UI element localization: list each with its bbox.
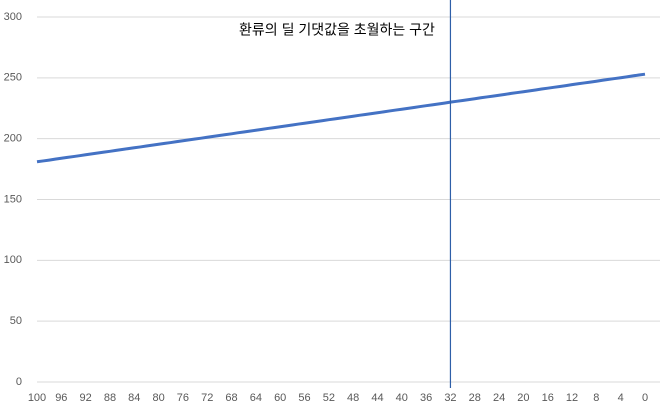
x-tick-label: 52 [323, 392, 335, 404]
x-tick-label: 16 [542, 392, 554, 404]
x-tick-label: 32 [444, 392, 456, 404]
x-tick-label: 8 [593, 392, 599, 404]
y-tick-label: 300 [4, 11, 22, 23]
data-line [36, 72, 646, 164]
x-tick-label: 24 [493, 392, 505, 404]
x-tick-label: 84 [128, 392, 140, 404]
x-tick-label: 4 [618, 392, 624, 404]
x-tick-label: 100 [28, 392, 46, 404]
x-tick-label: 92 [80, 392, 92, 404]
x-tick-label: 40 [396, 392, 408, 404]
x-tick-label: 44 [371, 392, 383, 404]
y-tick-label: 250 [4, 72, 22, 84]
x-tick-label: 12 [566, 392, 578, 404]
x-tick-label: 56 [298, 392, 310, 404]
annotation: 환류의 딜 기댓값을 초월하는 구간 [239, 22, 435, 38]
y-tick-label: 150 [4, 193, 22, 205]
x-tick-label: 96 [55, 392, 67, 404]
x-tick-label: 20 [517, 392, 529, 404]
x-tick-label: 0 [642, 392, 648, 404]
x-tick-label: 60 [274, 392, 286, 404]
y-tick-label: 200 [4, 133, 22, 145]
x-tick-label: 72 [201, 392, 213, 404]
x-tick-label: 36 [420, 392, 432, 404]
x-tick-label: 28 [469, 392, 481, 404]
y-tick-label: 100 [4, 254, 22, 266]
x-tick-label: 88 [104, 392, 116, 404]
x-tick-label: 64 [250, 392, 262, 404]
y-tick-label: 0 [16, 376, 22, 388]
x-tick-label: 80 [152, 392, 164, 404]
x-tick-label: 68 [225, 392, 237, 404]
y-tick-label: 50 [10, 315, 22, 327]
x-tick-label: 76 [177, 392, 189, 404]
x-tick-label: 48 [347, 392, 359, 404]
